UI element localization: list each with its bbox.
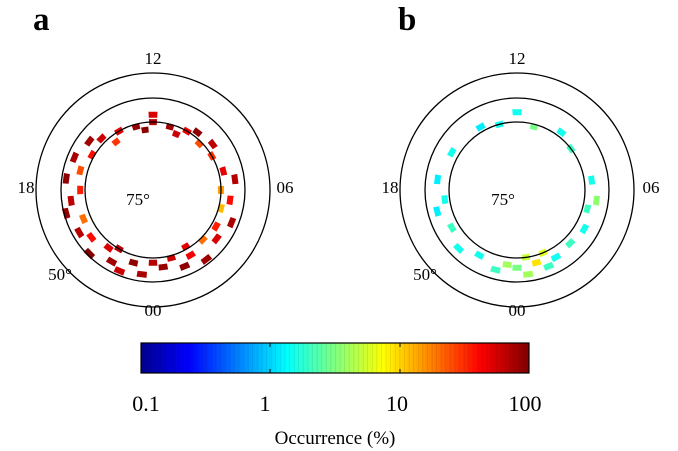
panel-b-cell bbox=[583, 204, 592, 214]
panel-a-cell bbox=[67, 195, 75, 207]
panel-b-mlt-06: 06 bbox=[643, 178, 660, 197]
panel-b-cells bbox=[433, 109, 600, 278]
colorbar-tick-1: 1 bbox=[260, 391, 271, 416]
panel-a-cell bbox=[141, 126, 149, 134]
panel-b-cell bbox=[447, 147, 457, 158]
panel-a-cell bbox=[226, 195, 234, 206]
panel-b-cell bbox=[579, 223, 590, 235]
panel-a-lat-outer: 50° bbox=[48, 265, 72, 284]
panel-b: b 12 06 00 18 75° 50° bbox=[382, 2, 660, 320]
panel-a-cell bbox=[185, 250, 196, 260]
panel-a-cell bbox=[86, 232, 97, 243]
panel-a-cell bbox=[172, 129, 181, 139]
panel-b-cell bbox=[475, 122, 486, 132]
panel-a-circle-50 bbox=[35, 72, 271, 308]
panel-a-cell bbox=[194, 138, 205, 149]
panel-a-cell bbox=[105, 256, 118, 267]
panel-a-cell bbox=[207, 138, 218, 150]
panel-a-cell bbox=[128, 258, 139, 267]
panel-b-cell bbox=[588, 175, 596, 185]
panel-a-cell bbox=[74, 226, 85, 239]
panel-b-cell bbox=[592, 195, 600, 206]
panel-a: a 12 06 00 18 75° 50° bbox=[18, 2, 294, 320]
panel-b-cell bbox=[434, 174, 442, 185]
panel-a-circle-60 bbox=[60, 97, 246, 283]
colorbar-bands bbox=[141, 343, 529, 373]
panel-b-cell bbox=[512, 109, 522, 116]
panel-b-circle-70 bbox=[448, 121, 586, 259]
panel-a-cell bbox=[148, 259, 158, 266]
panel-a-cell bbox=[76, 165, 85, 176]
panel-b-lat-inner: 75° bbox=[491, 190, 515, 209]
panel-a-cell bbox=[84, 135, 95, 147]
panel-a-label: a bbox=[33, 2, 50, 38]
panel-a-cell bbox=[61, 207, 71, 220]
panel-b-mlt-12: 12 bbox=[509, 49, 526, 68]
panel-b-cell bbox=[565, 238, 576, 249]
panel-a-cell bbox=[69, 151, 79, 163]
panel-a-lat-inner: 75° bbox=[126, 190, 150, 209]
panel-a-cell bbox=[158, 263, 169, 271]
panel-a-cell bbox=[79, 213, 88, 225]
panel-a-cell bbox=[96, 133, 107, 144]
panel-a-cell bbox=[211, 221, 221, 232]
colorbar-tick-10: 10 bbox=[386, 391, 408, 416]
panel-b-label: b bbox=[398, 2, 416, 38]
panel-a-mlt-12: 12 bbox=[145, 49, 162, 68]
panel-b-cell bbox=[474, 250, 485, 260]
panel-b-mlt-18: 18 bbox=[382, 178, 399, 197]
panel-b-cell bbox=[441, 195, 449, 205]
panel-a-cell bbox=[231, 173, 239, 185]
panel-a-cell bbox=[197, 234, 208, 245]
panel-b-circle-60 bbox=[424, 97, 610, 283]
panel-a-circle-70 bbox=[84, 121, 222, 259]
panel-b-cell bbox=[543, 261, 555, 271]
panel-a-mlt-06: 06 bbox=[277, 178, 294, 197]
panel-a-cell bbox=[211, 233, 222, 245]
panel-a-cell bbox=[136, 270, 147, 278]
panel-b-cell bbox=[523, 270, 534, 278]
panel-a-cell bbox=[87, 149, 97, 160]
panel-b-cell bbox=[550, 252, 562, 263]
panel-a-cell bbox=[148, 111, 158, 118]
panel-b-cell bbox=[531, 258, 542, 267]
colorbar-tick-100: 100 bbox=[509, 391, 542, 416]
panel-a-cell bbox=[113, 266, 126, 276]
panel-b-lat-outer: 50° bbox=[413, 265, 437, 284]
panel-a-cell bbox=[62, 173, 70, 184]
panel-b-cell bbox=[433, 206, 442, 217]
colorbar-tick-0.1: 0.1 bbox=[132, 391, 160, 416]
panel-a-cell bbox=[179, 261, 191, 271]
panel-b-cell bbox=[447, 222, 457, 233]
colorbar-title: Occurrence (%) bbox=[275, 428, 396, 449]
panel-a-cell bbox=[200, 254, 213, 265]
panel-a-cell bbox=[83, 247, 96, 260]
panel-a-cell bbox=[77, 185, 84, 195]
panel-a-cell bbox=[192, 127, 203, 138]
panel-b-cell bbox=[490, 265, 501, 274]
panel-b-cell bbox=[453, 243, 464, 254]
panel-a-cell bbox=[103, 242, 114, 253]
panel-b-circle-50 bbox=[399, 72, 635, 308]
panel-a-mlt-18: 18 bbox=[18, 178, 35, 197]
panel-b-mlt-00: 00 bbox=[509, 301, 526, 320]
panel-b-cell bbox=[502, 261, 512, 269]
colorbar: 0.1 1 10 100 Occurrence (%) bbox=[132, 342, 542, 449]
colorbar-frame bbox=[140, 342, 530, 374]
panel-b-cell bbox=[556, 127, 567, 138]
panel-a-cell bbox=[181, 242, 191, 252]
panel-b-cell bbox=[512, 264, 522, 271]
panel-a-mlt-00: 00 bbox=[145, 301, 162, 320]
panel-a-cells bbox=[61, 111, 239, 278]
panel-a-cell bbox=[111, 137, 121, 147]
panel-a-cell bbox=[219, 166, 228, 176]
panel-a-cell bbox=[227, 217, 237, 229]
